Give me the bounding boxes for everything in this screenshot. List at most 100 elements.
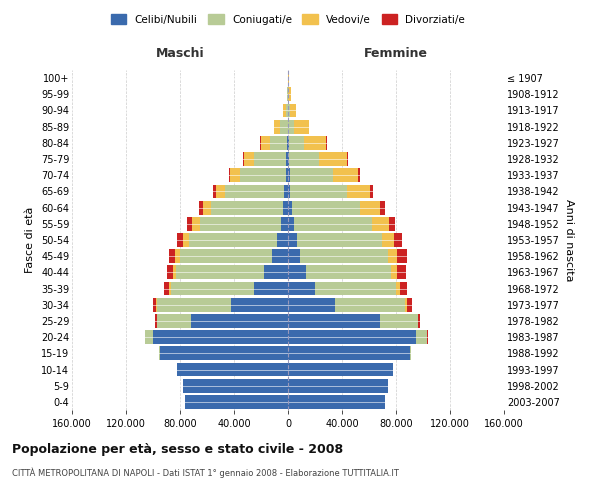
Bar: [294, 120, 308, 134]
Bar: [176, 266, 264, 280]
Bar: [155, 314, 157, 328]
Bar: [288, 184, 290, 198]
Bar: [388, 250, 397, 263]
Bar: [157, 298, 232, 312]
Bar: [178, 233, 184, 247]
Bar: [167, 266, 173, 280]
Bar: [288, 330, 416, 344]
Bar: [274, 120, 280, 134]
Bar: [297, 233, 382, 247]
Bar: [418, 314, 420, 328]
Bar: [406, 298, 407, 312]
Bar: [175, 250, 180, 263]
Bar: [397, 250, 407, 263]
Bar: [333, 168, 358, 182]
Bar: [290, 184, 347, 198]
Bar: [358, 168, 360, 182]
Bar: [289, 120, 294, 134]
Bar: [305, 266, 391, 280]
Y-axis label: Anni di nascita: Anni di nascita: [563, 198, 574, 281]
Bar: [173, 266, 176, 280]
Bar: [394, 233, 402, 247]
Bar: [272, 250, 288, 263]
Bar: [288, 217, 294, 230]
Bar: [287, 136, 288, 149]
Bar: [416, 330, 427, 344]
Bar: [170, 282, 254, 296]
Bar: [300, 250, 388, 263]
Bar: [292, 200, 359, 214]
Bar: [288, 379, 388, 392]
Bar: [199, 200, 203, 214]
Bar: [283, 200, 288, 214]
Bar: [286, 152, 288, 166]
Bar: [288, 104, 290, 118]
Bar: [216, 184, 225, 198]
Bar: [153, 330, 288, 344]
Bar: [290, 104, 296, 118]
Bar: [389, 217, 395, 230]
Bar: [232, 298, 288, 312]
Bar: [244, 152, 254, 166]
Bar: [190, 233, 277, 247]
Bar: [153, 298, 156, 312]
Bar: [288, 71, 289, 85]
Text: Popolazione per età, sesso e stato civile - 2008: Popolazione per età, sesso e stato civil…: [12, 442, 343, 456]
Bar: [284, 184, 288, 198]
Bar: [286, 168, 288, 182]
Bar: [280, 120, 287, 134]
Bar: [391, 266, 397, 280]
Bar: [288, 233, 297, 247]
Bar: [145, 330, 153, 344]
Bar: [264, 266, 288, 280]
Bar: [187, 217, 192, 230]
Bar: [382, 233, 394, 247]
Bar: [288, 298, 335, 312]
Bar: [370, 184, 373, 198]
Legend: Celibi/Nubili, Coniugati/e, Vedovi/e, Divorziati/e: Celibi/Nubili, Coniugati/e, Vedovi/e, Di…: [107, 10, 469, 29]
Bar: [315, 282, 396, 296]
Bar: [185, 395, 288, 409]
Bar: [373, 217, 389, 230]
Bar: [288, 314, 380, 328]
Bar: [211, 200, 283, 214]
Bar: [283, 104, 286, 118]
Bar: [347, 152, 348, 166]
Text: Femmine: Femmine: [364, 48, 428, 60]
Bar: [288, 266, 305, 280]
Bar: [178, 362, 288, 376]
Bar: [203, 200, 211, 214]
Bar: [192, 217, 200, 230]
Bar: [157, 314, 191, 328]
Bar: [182, 379, 288, 392]
Bar: [277, 233, 288, 247]
Bar: [289, 152, 319, 166]
Bar: [409, 346, 411, 360]
Bar: [347, 184, 370, 198]
Bar: [288, 168, 290, 182]
Bar: [169, 250, 175, 263]
Bar: [184, 233, 190, 247]
Bar: [230, 168, 239, 182]
Bar: [380, 314, 418, 328]
Bar: [359, 200, 380, 214]
Bar: [281, 217, 288, 230]
Bar: [160, 346, 288, 360]
Bar: [304, 136, 326, 149]
Bar: [288, 395, 385, 409]
Bar: [158, 346, 160, 360]
Bar: [254, 282, 288, 296]
Bar: [288, 346, 409, 360]
Bar: [397, 266, 406, 280]
Bar: [261, 136, 269, 149]
Bar: [229, 168, 230, 182]
Bar: [396, 282, 400, 296]
Bar: [214, 184, 216, 198]
Text: CITTÀ METROPOLITANA DI NAPOLI - Dati ISTAT 1° gennaio 2008 - Elaborazione TUTTIT: CITTÀ METROPOLITANA DI NAPOLI - Dati IST…: [12, 468, 399, 478]
Y-axis label: Fasce di età: Fasce di età: [25, 207, 35, 273]
Bar: [156, 298, 157, 312]
Bar: [319, 152, 347, 166]
Bar: [239, 168, 286, 182]
Text: Maschi: Maschi: [155, 48, 205, 60]
Bar: [335, 298, 406, 312]
